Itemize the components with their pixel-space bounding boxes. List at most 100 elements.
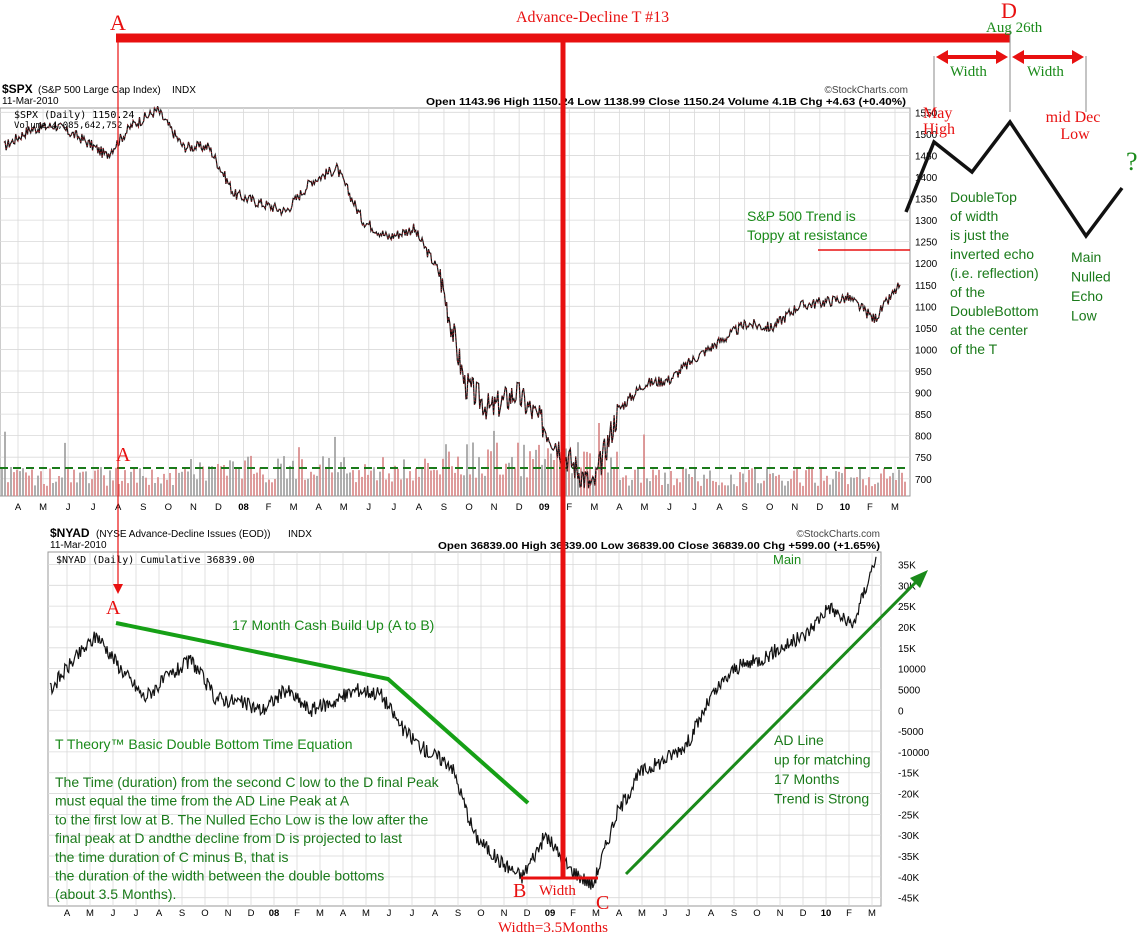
volume-bar [379,471,381,496]
spx-name: (S&P 500 Large Cap Index) [38,85,161,96]
volume-bar [79,472,81,496]
volume-bar [325,466,327,496]
nyad-x-tick: D [248,908,255,919]
volume-bar [409,471,411,496]
volume-bar [217,464,219,496]
volume-bar [886,478,888,496]
volume-bar [877,482,879,496]
volume-bar [319,464,321,496]
volume-bar [652,469,654,496]
volume-bar [763,480,765,496]
volume-bar [238,468,240,496]
volume-bar [16,469,18,496]
spx-y-tick: 1350 [915,195,938,206]
nyad-y-tick: 30K [898,581,916,592]
volume-bar [208,466,210,496]
spx-source: ©StockCharts.com [824,85,908,96]
ad-line-note-line: AD Line [774,732,824,748]
volume-bar [841,473,843,496]
nyad-source: ©StockCharts.com [796,529,880,540]
spx-x-tick: M [290,502,298,513]
volume-bar [274,479,276,496]
nyad-x-tick: A [616,908,623,919]
volume-bar [706,478,708,496]
volume-bar [250,455,252,496]
volume-bar [601,457,603,496]
spx-x-tick: J [91,502,96,513]
volume-bar [136,482,138,496]
spx-x-tick: N [791,502,798,513]
spx-x-tick: J [692,502,697,513]
may-high-label: May High [923,105,956,138]
volume-bar [472,442,474,496]
volume-bar [256,472,258,496]
volume-bar [793,470,795,496]
volume-bar [517,442,519,496]
nyad-symbol: $NYAD [50,526,90,540]
volume-bar [10,467,12,496]
nyad-legend: $NYAD (Daily) Cumulative 36839.00 [56,555,255,566]
nyad-y-tick: 25K [898,602,916,613]
volume-bar [241,478,243,496]
volume-bar [556,452,558,496]
nyad-x-tick: J [410,908,415,919]
spx-y-tick: 1250 [915,238,938,249]
nyad-x-tick: 08 [269,908,280,919]
volume-bar [487,449,489,496]
volume-bar [262,474,264,496]
volume-bar [121,480,123,496]
volume-bar [175,467,177,496]
volume-bar [115,467,117,496]
volume-bar [493,430,495,496]
ad-line-note-line: Trend is Strong [774,791,869,807]
volume-bar [532,459,534,496]
nyad-x-tick: A [64,908,71,919]
nyad-x-tick: N [225,908,232,919]
volume-bar [298,447,300,496]
volume-bar [7,482,9,496]
volume-bar [301,459,303,496]
cash-build-trendline [115,621,530,805]
point-c: C [596,892,609,914]
volume-bar [508,462,510,496]
volume-bar [535,449,537,496]
volume-bar [292,460,294,496]
volume-bar [904,481,906,496]
volume-bar [616,451,618,496]
volume-bar [367,474,369,496]
volume-bar [103,475,105,496]
main-nulled-note: Main Nulled Echo Low [1071,249,1111,324]
volume-bar [34,485,36,496]
equation-title: T Theory™ Basic Double Bottom Time Equat… [55,736,353,752]
ad-uptrend-line [624,578,920,876]
volume-bar [889,476,891,496]
spx-y-tick: 750 [915,453,932,464]
volume-bar [244,460,246,496]
nyad-exchange: INDX [288,529,312,540]
volume-bar [850,477,852,496]
volume-bar [58,476,60,496]
volume-bar [82,471,84,496]
main-nulled-note-line: Echo [1071,288,1103,304]
volume-bar [190,459,192,496]
nyad-y-tick: -35K [898,852,919,863]
may-high-line-1: May [923,105,952,122]
volume-bar [760,483,762,496]
volume-bar [76,482,78,496]
volume-bar [682,468,684,496]
volume-bar [568,451,570,496]
volume-bar [127,483,129,496]
volume-bar [91,479,93,496]
volume-bar [739,472,741,496]
spx-y-tick: 1000 [915,345,938,356]
volume-bar [52,483,54,496]
mid-dec-low-label: mid Dec Low [1046,109,1105,143]
volume-bar [415,468,417,496]
volume-bar [802,485,804,496]
volume-bar [847,484,849,496]
volume-bar [856,477,858,496]
nyad-x-tick: A [340,908,347,919]
volume-bar [787,481,789,496]
spx-x-tick: N [190,502,197,513]
spx-x-tick: J [66,502,71,513]
